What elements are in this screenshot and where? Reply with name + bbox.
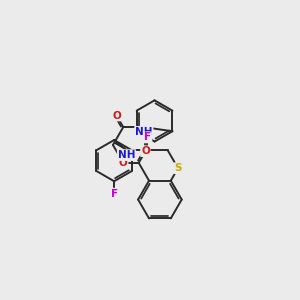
Text: NH: NH (135, 127, 153, 137)
Text: O: O (141, 146, 150, 156)
Text: NH: NH (118, 150, 135, 160)
Text: O: O (112, 110, 121, 121)
Text: O: O (143, 132, 152, 142)
Text: F: F (144, 132, 151, 142)
Text: O: O (119, 158, 128, 168)
Text: F: F (111, 189, 118, 199)
Text: S: S (174, 163, 182, 173)
